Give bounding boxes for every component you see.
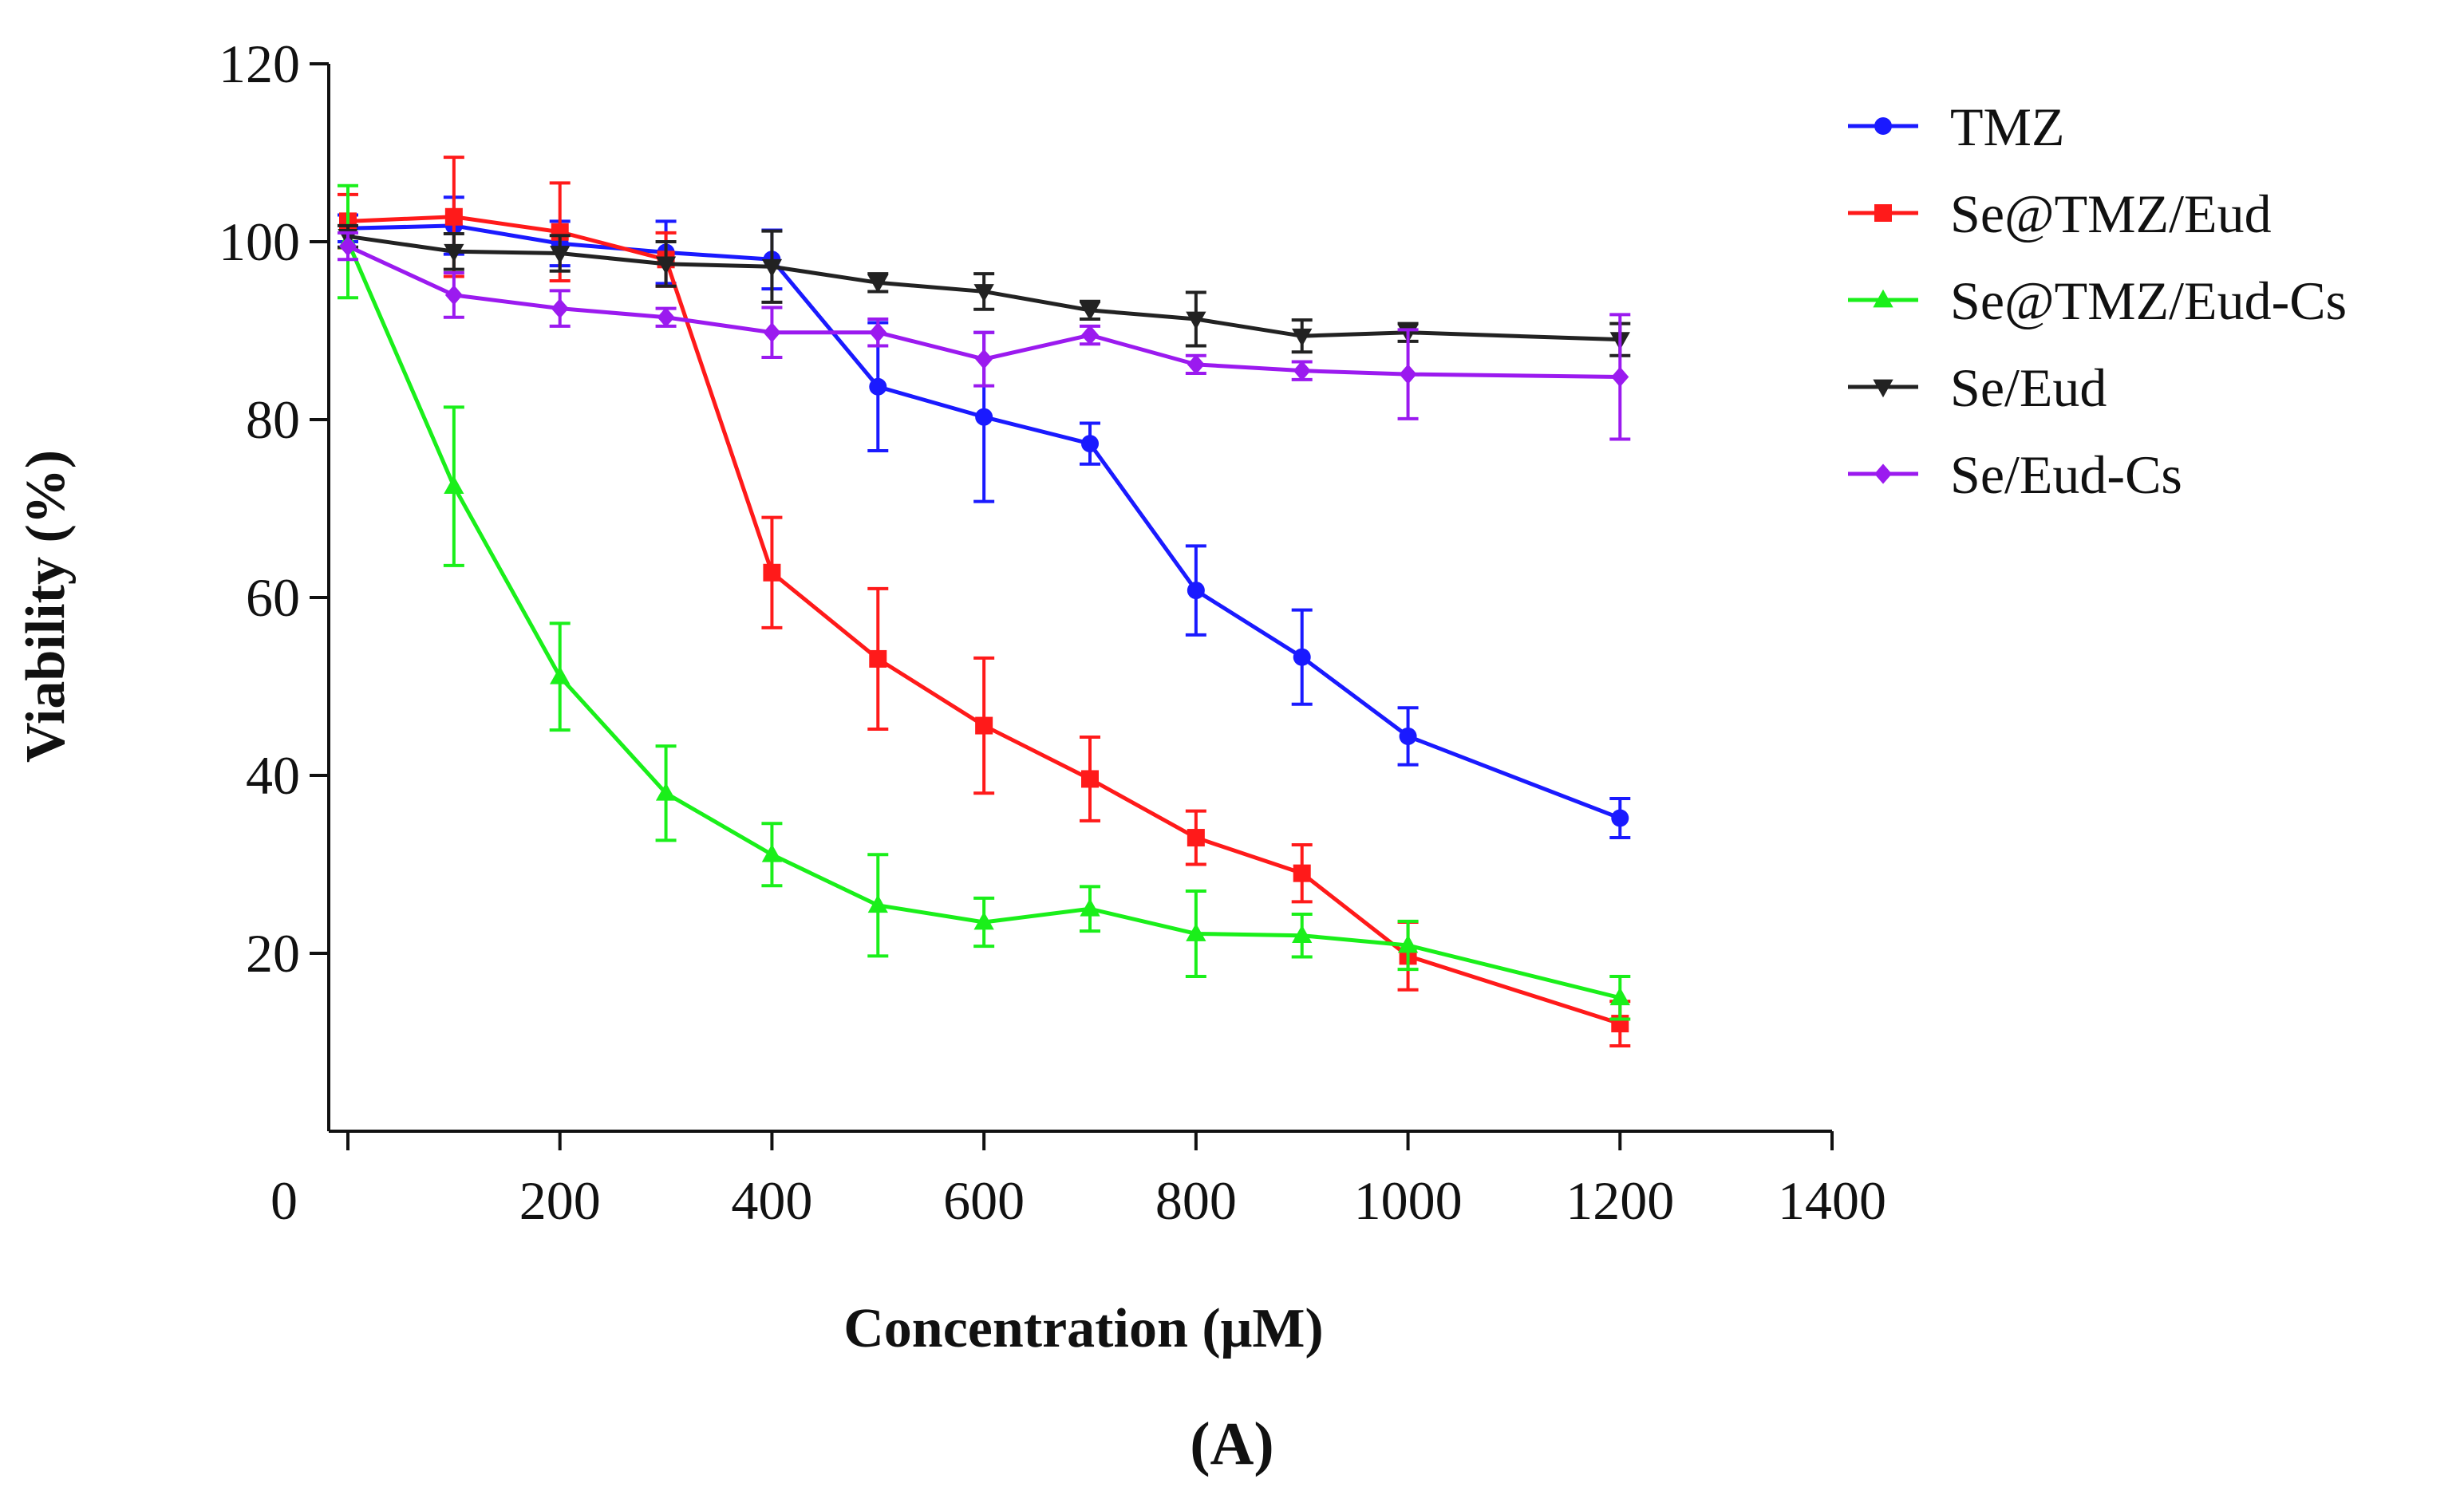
legend-label: Se/Eud <box>1950 357 2107 418</box>
data-point <box>761 258 783 278</box>
series-line <box>347 223 1621 820</box>
data-point <box>763 563 781 582</box>
data-point <box>655 256 677 275</box>
series-se-tmz-eud-cs <box>338 183 1631 1021</box>
data-point <box>1187 354 1205 375</box>
data-point <box>763 322 781 343</box>
data-point <box>1081 770 1099 788</box>
data-point <box>657 307 675 328</box>
data-point <box>1293 361 1311 381</box>
data-point <box>869 322 887 343</box>
data-point <box>550 666 571 684</box>
data-point <box>1292 925 1313 944</box>
data-point <box>1080 302 1100 321</box>
legend-item: TMZ <box>1848 97 2065 157</box>
series-line <box>346 244 1621 379</box>
data-point <box>655 783 677 801</box>
data-point <box>550 246 571 264</box>
data-point <box>1611 809 1629 827</box>
x-tick-label: 800 <box>1155 1170 1237 1231</box>
series-layer <box>338 156 1631 1047</box>
data-point <box>975 408 993 426</box>
series-se-eud-cs <box>338 231 1631 441</box>
data-point <box>1081 435 1099 453</box>
data-point <box>867 894 888 913</box>
legend-label: Se@TMZ/Eud-Cs <box>1950 270 2347 331</box>
x-tick-label: 400 <box>731 1170 812 1231</box>
x-axis-title: Concentration (μM) <box>843 1298 1324 1359</box>
data-point <box>973 284 994 302</box>
data-point <box>1293 864 1311 882</box>
y-tick-label: 80 <box>246 389 300 450</box>
data-point <box>1399 727 1417 745</box>
data-point <box>1186 311 1206 330</box>
series-line <box>346 241 1621 1000</box>
data-point <box>1874 204 1892 222</box>
legend: TMZ Se@TMZ/Eud Se@TMZ/Eud-Cs Se/Eud Se/Eud-C… <box>1848 97 2347 505</box>
data-point <box>973 911 994 930</box>
legend-item: Se/Eud <box>1848 357 2107 418</box>
data-point <box>444 285 463 306</box>
data-point <box>1609 987 1630 1006</box>
data-point <box>551 298 569 319</box>
series-line <box>347 215 1621 1026</box>
data-point <box>1187 829 1205 847</box>
y-tick-label: 40 <box>246 745 300 806</box>
data-point <box>975 349 993 369</box>
x-tick-label: 1200 <box>1566 1170 1674 1231</box>
y-tick-label: 100 <box>219 211 300 272</box>
data-point <box>1080 898 1100 917</box>
data-point <box>444 475 464 494</box>
legend-label: Se/Eud-Cs <box>1950 444 2182 505</box>
data-point <box>444 243 464 262</box>
data-point <box>444 207 463 226</box>
panel-label: (A) <box>1190 1410 1274 1477</box>
data-point <box>869 649 887 668</box>
data-point <box>867 274 888 294</box>
y-tick-label: 60 <box>246 567 300 628</box>
y-tick-label: 120 <box>219 34 300 94</box>
x-tick-label: 1400 <box>1778 1170 1886 1231</box>
legend-label: TMZ <box>1950 97 2065 157</box>
data-point <box>1081 325 1099 345</box>
data-point <box>1397 934 1419 953</box>
data-point <box>1187 582 1205 600</box>
data-point <box>1611 366 1629 388</box>
data-point <box>1186 923 1206 941</box>
data-point <box>1873 379 1893 398</box>
legend-item: Se/Eud-Cs <box>1848 444 2182 505</box>
data-point <box>1874 463 1892 484</box>
legend-item: Se@TMZ/Eud-Cs <box>1848 270 2347 331</box>
data-point <box>1874 117 1892 135</box>
legend-item: Se@TMZ/Eud <box>1848 183 2272 244</box>
data-point <box>1873 289 1893 308</box>
data-point <box>1292 328 1313 347</box>
data-point <box>975 716 993 735</box>
data-point <box>339 235 357 257</box>
data-point <box>1399 364 1417 385</box>
y-axis-title: Viability (%) <box>15 450 77 763</box>
x-tick-label: 0 <box>270 1170 298 1231</box>
data-point <box>761 844 783 862</box>
x-tick-label: 600 <box>943 1170 1025 1231</box>
x-tick-label: 200 <box>519 1170 601 1231</box>
series-line <box>347 234 1621 342</box>
y-tick-label: 20 <box>246 923 300 984</box>
legend-label: Se@TMZ/Eud <box>1950 183 2272 244</box>
data-point <box>869 377 887 396</box>
data-point <box>1293 648 1311 666</box>
x-tick-label: 1000 <box>1354 1170 1463 1231</box>
